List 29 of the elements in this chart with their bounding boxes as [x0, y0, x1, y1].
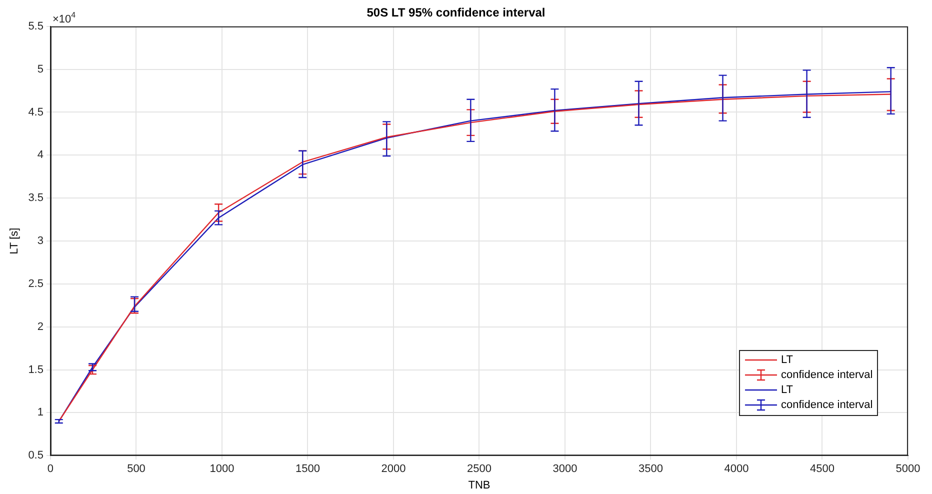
x-tick-label: 3000	[552, 463, 578, 476]
y-tick-label: 4.5	[28, 106, 44, 118]
x-tick-label: 3500	[638, 463, 663, 476]
y-tick-label: 3	[37, 235, 44, 248]
annotation: confidence interval	[781, 399, 873, 412]
y-tick-label: 3.5	[28, 192, 44, 204]
y-tick-label: 5	[37, 63, 44, 76]
x-tick-label: 1000	[210, 463, 234, 476]
y-tick-label: 0.5	[28, 450, 44, 462]
legend-label: LT	[781, 354, 794, 366]
x-tick-label: 500	[127, 463, 146, 476]
chart-title: 50S LT 95% confidence interval	[366, 6, 546, 20]
x-tick-label: 5000	[896, 463, 920, 476]
y-tick-label: 4	[37, 149, 44, 162]
x-tick-label: 4000	[724, 463, 749, 476]
y-tick-label: 1.5	[28, 364, 44, 376]
x-axis-title: TNB	[468, 479, 490, 492]
y-tick-label: 2	[37, 320, 44, 333]
annotation: confidence interval	[781, 369, 873, 382]
y-tick-label: 1	[37, 406, 44, 419]
x-tick-label: 1500	[296, 463, 320, 476]
x-tick-label: 2500	[467, 463, 492, 476]
x-tick-label: 4500	[810, 463, 834, 476]
y-axis-title: LT [s]	[8, 228, 21, 254]
x-tick-label: 2000	[381, 463, 406, 476]
legend-label: LT	[781, 384, 794, 396]
y-tick-label: 5.5	[28, 20, 44, 32]
x-tick-label: 0	[47, 463, 54, 476]
y-tick-label: 2.5	[28, 278, 44, 290]
